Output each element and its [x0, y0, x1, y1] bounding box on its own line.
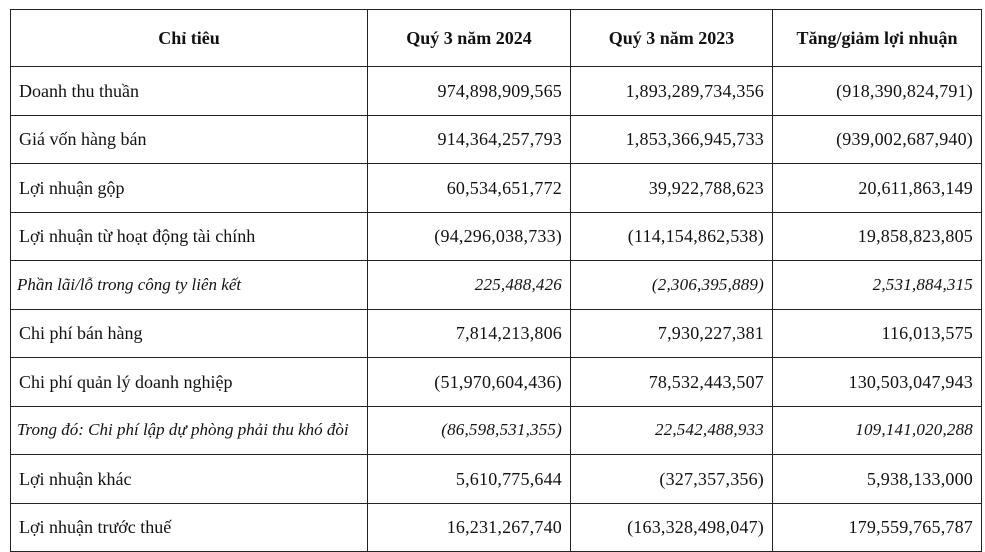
value-q3-2023: 7,930,227,381: [570, 308, 773, 358]
value-change: 19,858,823,805: [772, 211, 982, 261]
table-row: Lợi nhuận gộp 60,534,651,772 39,922,788,…: [10, 163, 982, 213]
row-label: Lợi nhuận từ hoạt động tài chính: [10, 211, 368, 261]
row-label: Chi phí quản lý doanh nghiệp: [10, 357, 368, 407]
row-label: Doanh thu thuần: [10, 66, 368, 116]
value-q3-2023: (2,306,395,889): [570, 260, 773, 310]
value-q3-2023: (163,328,498,047): [570, 502, 773, 552]
value-q3-2024: 974,898,909,565: [367, 66, 571, 116]
value-change: (939,002,687,940): [772, 114, 982, 164]
row-label: Lợi nhuận gộp: [10, 163, 368, 213]
header-indicator: Chỉ tiêu: [10, 9, 368, 67]
financial-comparison-table: Chỉ tiêu Quý 3 năm 2024 Quý 3 năm 2023 T…: [10, 9, 982, 552]
table-row: Lợi nhuận từ hoạt động tài chính (94,296…: [10, 211, 982, 261]
header-q3-2024: Quý 3 năm 2024: [367, 9, 571, 67]
row-label: Trong đó: Chi phí lập dự phòng phải thu …: [10, 405, 368, 455]
row-label: Giá vốn hàng bán: [10, 114, 368, 164]
table-row: Doanh thu thuần 974,898,909,565 1,893,28…: [10, 66, 982, 116]
value-change: 20,611,863,149: [772, 163, 982, 213]
row-label: Lợi nhuận trước thuế: [10, 502, 368, 552]
table-row: Giá vốn hàng bán 914,364,257,793 1,853,3…: [10, 114, 982, 164]
value-q3-2023: 39,922,788,623: [570, 163, 773, 213]
value-q3-2023: (114,154,862,538): [570, 211, 773, 261]
value-q3-2023: 78,532,443,507: [570, 357, 773, 407]
row-label: Lợi nhuận khác: [10, 454, 368, 504]
table-row: Chi phí quản lý doanh nghiệp (51,970,604…: [10, 357, 982, 407]
row-label: Chi phí bán hàng: [10, 308, 368, 358]
value-q3-2024: 60,534,651,772: [367, 163, 571, 213]
value-q3-2023: (327,357,356): [570, 454, 773, 504]
value-q3-2024: 16,231,267,740: [367, 502, 571, 552]
value-change: 179,559,765,787: [772, 502, 982, 552]
value-change: 2,531,884,315: [772, 260, 982, 310]
value-change: 109,141,020,288: [772, 405, 982, 455]
value-q3-2024: 225,488,426: [367, 260, 571, 310]
table-header: Chỉ tiêu Quý 3 năm 2024 Quý 3 năm 2023 T…: [10, 9, 982, 67]
header-q3-2023: Quý 3 năm 2023: [570, 9, 773, 67]
value-q3-2024: (86,598,531,355): [367, 405, 571, 455]
table-row: Chi phí bán hàng 7,814,213,806 7,930,227…: [10, 308, 982, 358]
value-q3-2024: 914,364,257,793: [367, 114, 571, 164]
table-body: Doanh thu thuần 974,898,909,565 1,893,28…: [10, 66, 982, 552]
row-label: Phần lãi/lỗ trong công ty liên kết: [10, 260, 368, 310]
value-q3-2024: (94,296,038,733): [367, 211, 571, 261]
value-change: 130,503,047,943: [772, 357, 982, 407]
value-q3-2024: (51,970,604,436): [367, 357, 571, 407]
value-change: (918,390,824,791): [772, 66, 982, 116]
table-row: Trong đó: Chi phí lập dự phòng phải thu …: [10, 405, 982, 455]
value-q3-2024: 7,814,213,806: [367, 308, 571, 358]
header-row: Chỉ tiêu Quý 3 năm 2024 Quý 3 năm 2023 T…: [10, 9, 982, 67]
table-row: Phần lãi/lỗ trong công ty liên kết 225,4…: [10, 260, 982, 310]
value-q3-2024: 5,610,775,644: [367, 454, 571, 504]
value-q3-2023: 1,893,289,734,356: [570, 66, 773, 116]
value-change: 116,013,575: [772, 308, 982, 358]
table-row: Lợi nhuận trước thuế 16,231,267,740 (163…: [10, 502, 982, 552]
value-change: 5,938,133,000: [772, 454, 982, 504]
value-q3-2023: 22,542,488,933: [570, 405, 773, 455]
table-row: Lợi nhuận khác 5,610,775,644 (327,357,35…: [10, 454, 982, 504]
value-q3-2023: 1,853,366,945,733: [570, 114, 773, 164]
header-profit-change: Tăng/giảm lợi nhuận: [772, 9, 982, 67]
